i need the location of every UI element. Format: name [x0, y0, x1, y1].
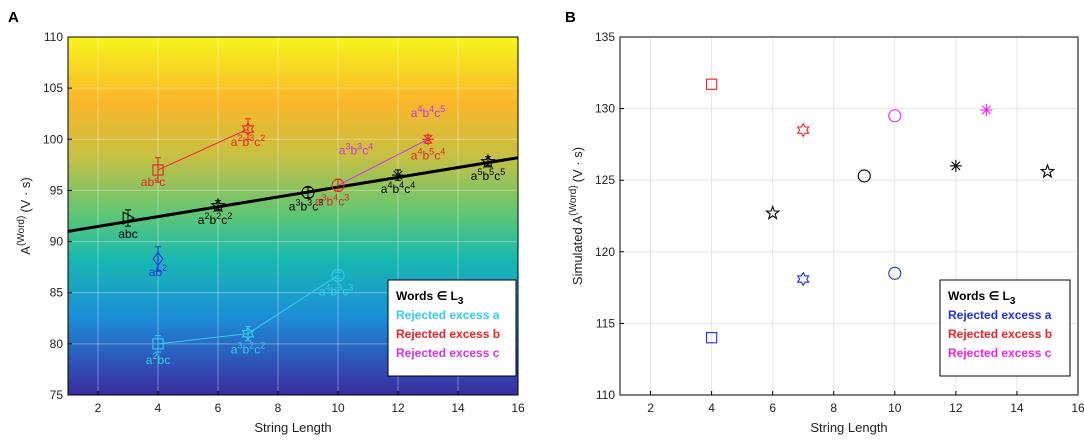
y-tick-label-b: 130 [595, 102, 615, 116]
regression-line [68, 156, 518, 233]
point-label: a5b5c5 [471, 167, 505, 183]
point-label: a3b2c2 [231, 341, 265, 357]
data-point [152, 338, 164, 350]
data-point [705, 78, 718, 90]
legend-entry: Words ∈ L3 [948, 289, 1016, 307]
legend-box [939, 279, 1071, 377]
series-line [157, 128, 249, 171]
legend-entry: Rejected excess b [396, 327, 500, 341]
y-tick-label-b: 120 [595, 245, 615, 259]
plot-layer-a: abc a2b2c2 a3b3c3 a4b4c4 a5b5c5 a2bc a3b2c2 a4b… [68, 104, 518, 367]
legend-entry: Rejected excess c [948, 346, 1052, 360]
x-tick-label-b: 6 [769, 401, 776, 415]
y-tick-label-a: 110 [44, 30, 63, 44]
x-tick-label-a: 4 [155, 401, 162, 415]
point-label: a3b4c3 [315, 192, 349, 208]
point-label: a3b3c3 [289, 197, 323, 213]
data-point [241, 326, 255, 342]
data-point [331, 268, 345, 282]
x-tick-label-a: 2 [95, 401, 102, 415]
data-point [888, 109, 902, 123]
point-label: a3b3c4 [339, 142, 373, 158]
legend-entry: Rejected excess a [396, 308, 500, 322]
data-point [705, 332, 718, 344]
y-tick-label-a: 100 [43, 132, 63, 146]
data-point [796, 271, 810, 287]
data-point [857, 169, 871, 183]
ticks-a: 2 4 6 8 10 12 14 16 75 80 85 90 95 100 105 110 [43, 30, 525, 415]
y-tick-label-a: 85 [50, 286, 64, 300]
panel-label-b: B [565, 9, 576, 26]
point-label: abc [118, 227, 137, 241]
data-point [888, 266, 902, 280]
x-tick-label-b: 4 [708, 401, 715, 415]
y-tick-label-b: 115 [596, 316, 615, 330]
x-tick-label-a: 6 [215, 401, 222, 415]
point-label: a2b3c2 [231, 133, 265, 149]
panel-label-a: A [8, 9, 19, 26]
ticks-b: 2 4 6 8 10 12 14 16 110 115 120 125 130 135 [595, 30, 1084, 415]
data-point [980, 104, 993, 117]
x-tick-label-b: 2 [647, 401, 654, 415]
x-axis-label-b: String Length [810, 420, 887, 435]
x-tick-label-b: 12 [949, 401, 963, 415]
x-tick-label-a: 14 [451, 401, 465, 415]
y-tick-label-b: 110 [596, 388, 615, 402]
legend-entry: Rejected excess c [396, 346, 500, 360]
data-point [796, 122, 810, 138]
data-point [152, 164, 164, 176]
axes-frame-a [67, 36, 519, 396]
data-point [301, 185, 315, 200]
point-label: ab2c [141, 173, 165, 189]
y-tick-label-a: 75 [50, 388, 64, 402]
x-tick-label-b: 16 [1071, 401, 1084, 415]
legend-box [387, 279, 517, 377]
data-point [122, 211, 136, 225]
data-point [152, 251, 164, 267]
legend-entry: Rejected excess a [948, 308, 1052, 322]
series-line [337, 138, 429, 186]
x-tick-label-a: 12 [391, 401, 405, 415]
legend-entry: Words ∈ L3 [396, 289, 464, 307]
x-tick-label-b: 14 [1010, 401, 1024, 415]
plot-layer-b [705, 78, 1056, 344]
point-label: a2b2c2 [198, 211, 232, 227]
y-tick-label-a: 105 [43, 81, 63, 95]
x-tick-label-b: 10 [888, 401, 902, 415]
y-tick-label-a: 80 [50, 337, 64, 351]
data-point [480, 153, 496, 169]
point-label: a4b3c3 [319, 282, 353, 298]
data-point [1039, 163, 1056, 179]
data-point [392, 169, 404, 182]
y-axis-label-a: A(Word)(V · s) [16, 177, 33, 254]
y-axis-label-b: Simulated A(Word)(V · s) [568, 147, 585, 285]
point-label: a4b4c4 [381, 180, 415, 196]
x-tick-label-b: 8 [830, 401, 837, 415]
y-tick-label-a: 95 [50, 183, 64, 197]
x-tick-label-a: 10 [331, 401, 345, 415]
axes-frame-b [619, 36, 1079, 396]
data-point [210, 197, 226, 213]
point-label: a2bc [146, 351, 170, 367]
x-axis-label-a: String Length [254, 420, 331, 435]
point-label: a4b4c5 [411, 104, 445, 120]
point-label: ab2 [149, 263, 167, 279]
data-point [764, 204, 781, 220]
data-point [331, 178, 345, 192]
data-point [241, 121, 255, 137]
y-tick-label-b: 125 [595, 173, 615, 187]
x-tick-label-a: 16 [511, 401, 525, 415]
legend-entry: Rejected excess b [948, 327, 1052, 341]
x-tick-label-a: 8 [275, 401, 282, 415]
data-point [949, 159, 962, 172]
point-label: a4b5c4 [411, 146, 445, 162]
y-tick-label-a: 90 [50, 235, 64, 249]
y-tick-label-b: 135 [595, 30, 615, 44]
